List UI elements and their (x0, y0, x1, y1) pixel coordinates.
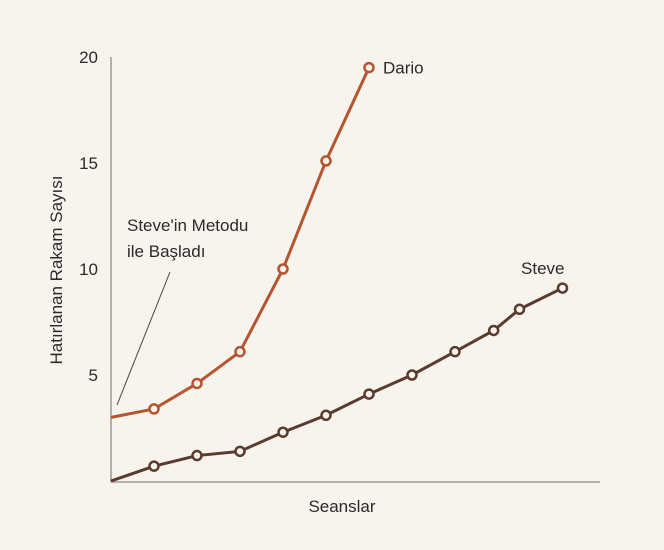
data-point-dario (234, 345, 246, 358)
y-tick-label: 15 (79, 154, 98, 173)
data-point-dario (277, 263, 289, 275)
data-point-steve (449, 345, 461, 358)
series-line-steve (110, 286, 564, 483)
data-point-steve (277, 426, 289, 438)
y-tick-label: 20 (79, 48, 98, 67)
data-point-steve (363, 388, 375, 400)
x-axis-label: Seanslar (308, 497, 375, 516)
data-point-dario (191, 377, 203, 390)
y-tick-label: 5 (89, 366, 98, 385)
data-point-steve (191, 449, 203, 462)
data-point-steve (556, 282, 569, 294)
data-point-dario (148, 403, 160, 415)
series-label-steve: Steve (521, 259, 564, 278)
annotation-line-1: Steve'in Metodu (127, 216, 248, 235)
data-point-steve (234, 445, 246, 458)
data-point-steve (487, 324, 500, 337)
data-point-steve (320, 409, 332, 422)
series-label-dario: Dario (383, 59, 424, 78)
annotation-line-2: ile Başladı (127, 242, 205, 261)
y-axis-label: Hatırlanan Rakam Sayısı (47, 176, 66, 365)
y-tick-label: 10 (79, 260, 98, 279)
data-point-steve (513, 303, 526, 316)
data-point-steve (148, 460, 160, 472)
data-point-dario (363, 61, 375, 74)
annotation-pointer (116, 271, 171, 406)
data-point-steve (406, 369, 418, 381)
data-point-dario (320, 155, 332, 167)
